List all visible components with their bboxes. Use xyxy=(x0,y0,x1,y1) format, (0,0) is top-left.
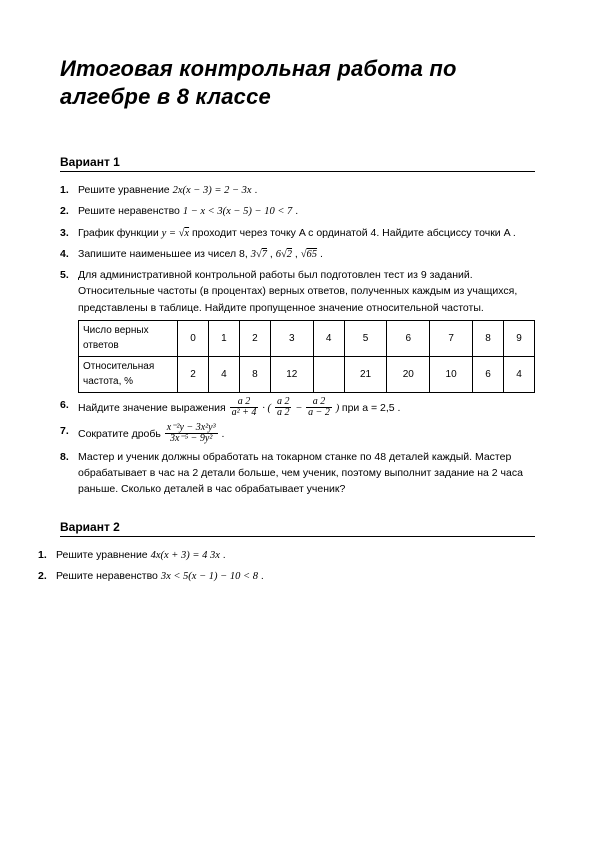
problem-body: Мастер и ученик должны обработать на ток… xyxy=(78,449,535,498)
cell: 3 xyxy=(270,320,313,356)
frac-bot: a − 2 xyxy=(306,408,332,419)
problem-text: Решите уравнение xyxy=(56,549,151,561)
cell: 8 xyxy=(239,356,270,392)
problem-6: 6. Найдите значение выражения a 2a² + 4 … xyxy=(60,397,535,419)
problem-number: 5. xyxy=(60,267,78,393)
tail: . xyxy=(252,184,258,196)
problem-body: Сократите дробь x⁻²y − 3x²y³3x⁻⁵ − 9y² . xyxy=(78,423,535,445)
cell: 4 xyxy=(313,320,344,356)
problem-text: Мастер и ученик должны обработать на ток… xyxy=(78,451,523,496)
cell: 12 xyxy=(270,356,313,392)
problem-body: Запишите наименьшее из чисел 8, 3√7 , 6√… xyxy=(78,246,535,263)
cell: 4 xyxy=(503,356,534,392)
row-label: Относительная частота, % xyxy=(79,356,178,392)
tail: . xyxy=(222,428,225,440)
problem-2: 2. Решите неравенство 3x < 5(x − 1) − 10… xyxy=(38,568,535,585)
cell: 1 xyxy=(208,320,239,356)
variant-1-problems: 1. Решите уравнение 2x(x − 3) = 2 − 3x .… xyxy=(60,182,535,498)
problem-3: 3. График функции y = √x проходит через … xyxy=(60,225,535,242)
frequency-table: Число верных ответов 0 1 2 3 4 5 6 7 8 9… xyxy=(78,320,535,393)
formula: 4x(x + 3) = 4 3x xyxy=(151,550,220,561)
tail: . xyxy=(317,248,323,260)
frac-bot: a 2 xyxy=(275,408,292,419)
minus: − xyxy=(295,403,305,414)
cell: 2 xyxy=(239,320,270,356)
row-label: Число верных ответов xyxy=(79,320,178,356)
problem-7: 7. Сократите дробь x⁻²y − 3x²y³3x⁻⁵ − 9y… xyxy=(60,423,535,445)
problem-text: Найдите значение выражения xyxy=(78,402,229,414)
problem-2: 2. Решите неравенство 1 − x < 3(x − 5) −… xyxy=(60,203,535,220)
cell: 2 xyxy=(178,356,209,392)
problem-1: 1. Решите уравнение 4x(x + 3) = 4 3x . xyxy=(38,547,535,564)
fraction-1: a 2a² + 4 xyxy=(230,397,259,419)
tail: . xyxy=(258,570,264,582)
cell: 20 xyxy=(387,356,430,392)
problem-text: Для административной контрольной работы … xyxy=(78,269,517,314)
cell: 7 xyxy=(430,320,473,356)
formula: y = √x xyxy=(162,228,189,239)
cell xyxy=(313,356,344,392)
problem-body: График функции y = √x проходит через точ… xyxy=(78,225,535,242)
tail: . xyxy=(292,205,298,217)
cell: 6 xyxy=(387,320,430,356)
problem-text: Запишите наименьшее из чисел 8, xyxy=(78,248,251,260)
page: Итоговая контрольная работа по алгебре в… xyxy=(0,0,595,629)
formula: 2x(x − 3) = 2 − 3x xyxy=(173,185,252,196)
problem-text: Решите неравенство xyxy=(56,570,161,582)
problem-number: 1. xyxy=(38,547,56,564)
cell: 6 xyxy=(473,356,504,392)
number-3: √65 xyxy=(301,249,317,260)
problem-number: 4. xyxy=(60,246,78,263)
problem-text: График функции xyxy=(78,227,162,239)
problem-number: 2. xyxy=(60,203,78,220)
formula: 3x < 5(x − 1) − 10 < 8 xyxy=(161,571,258,582)
problem-text-b: проходит через точку A с ординатой 4. На… xyxy=(189,227,516,239)
problem-body: Для административной контрольной работы … xyxy=(78,267,535,393)
problem-text: Решите уравнение xyxy=(78,184,173,196)
mid: · ( xyxy=(262,403,271,414)
problem-text: Сократите дробь xyxy=(78,428,164,440)
problem-body: Найдите значение выражения a 2a² + 4 · (… xyxy=(78,397,535,419)
problem-1: 1. Решите уравнение 2x(x − 3) = 2 − 3x . xyxy=(60,182,535,199)
cell: 4 xyxy=(208,356,239,392)
table-row: Относительная частота, % 2 4 8 12 21 20 … xyxy=(79,356,535,392)
table-row: Число верных ответов 0 1 2 3 4 5 6 7 8 9 xyxy=(79,320,535,356)
problem-body: Решите неравенство 3x < 5(x − 1) − 10 < … xyxy=(56,568,535,585)
problem-number: 8. xyxy=(60,449,78,498)
page-title: Итоговая контрольная работа по алгебре в… xyxy=(60,55,535,110)
cell: 21 xyxy=(344,356,387,392)
number-1: 3√7 xyxy=(251,249,267,260)
problem-body: Решите неравенство 1 − x < 3(x − 5) − 10… xyxy=(78,203,535,220)
tail: . xyxy=(220,549,226,561)
cell: 0 xyxy=(178,320,209,356)
problem-number: 6. xyxy=(60,397,78,419)
tail: при a = 2,5 . xyxy=(342,402,401,414)
problem-8: 8. Мастер и ученик должны обработать на … xyxy=(60,449,535,498)
fraction: x⁻²y − 3x²y³3x⁻⁵ − 9y² xyxy=(165,423,218,445)
problem-body: Решите уравнение 2x(x − 3) = 2 − 3x . xyxy=(78,182,535,199)
cell: 8 xyxy=(473,320,504,356)
problem-text: Решите неравенство xyxy=(78,205,183,217)
problem-number: 7. xyxy=(60,423,78,445)
problem-number: 3. xyxy=(60,225,78,242)
variant-2-problems: 1. Решите уравнение 4x(x + 3) = 4 3x . 2… xyxy=(38,547,535,586)
cell: 9 xyxy=(503,320,534,356)
cell: 10 xyxy=(430,356,473,392)
problem-4: 4. Запишите наименьшее из чисел 8, 3√7 ,… xyxy=(60,246,535,263)
frac-bot: 3x⁻⁵ − 9y² xyxy=(165,434,218,445)
cell: 5 xyxy=(344,320,387,356)
number-2: 6√2 xyxy=(276,249,292,260)
fraction-2: a 2a 2 xyxy=(275,397,292,419)
variant-1-header: Вариант 1 xyxy=(60,155,535,172)
variant-2-header: Вариант 2 xyxy=(60,520,535,537)
frac-bot: a² + 4 xyxy=(230,408,259,419)
problem-number: 1. xyxy=(60,182,78,199)
fraction-3: a 2a − 2 xyxy=(306,397,332,419)
formula: 1 − x < 3(x − 5) − 10 < 7 xyxy=(183,206,293,217)
problem-body: Решите уравнение 4x(x + 3) = 4 3x . xyxy=(56,547,535,564)
problem-number: 2. xyxy=(38,568,56,585)
problem-5: 5. Для административной контрольной рабо… xyxy=(60,267,535,393)
